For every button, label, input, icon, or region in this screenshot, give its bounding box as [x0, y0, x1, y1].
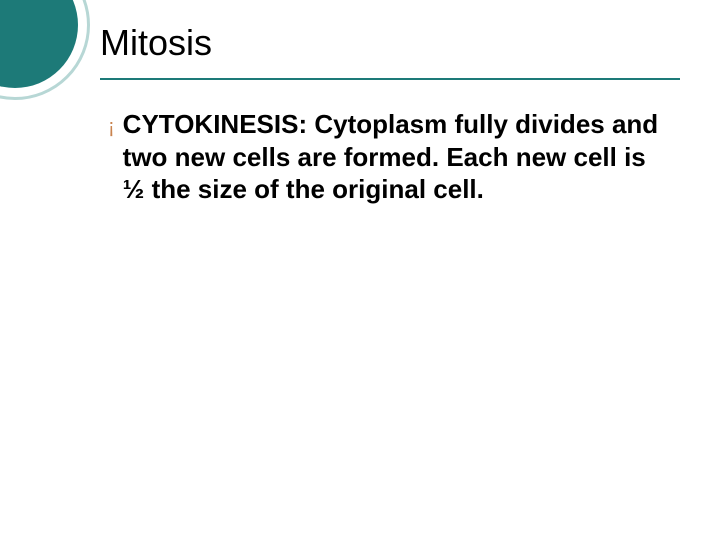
title-underline — [100, 78, 680, 80]
slide: Mitosis ¡ CYTOKINESIS: Cytoplasm fully d… — [0, 0, 720, 540]
title-underline-wrap — [100, 72, 680, 80]
slide-body: ¡ CYTOKINESIS: Cytoplasm fully divides a… — [108, 108, 660, 206]
bullet-glyph: ¡ — [108, 110, 115, 144]
bullet-item: ¡ CYTOKINESIS: Cytoplasm fully divides a… — [108, 108, 660, 206]
bullet-text: CYTOKINESIS: Cytoplasm fully divides and… — [123, 108, 660, 206]
slide-title: Mitosis — [100, 22, 212, 64]
